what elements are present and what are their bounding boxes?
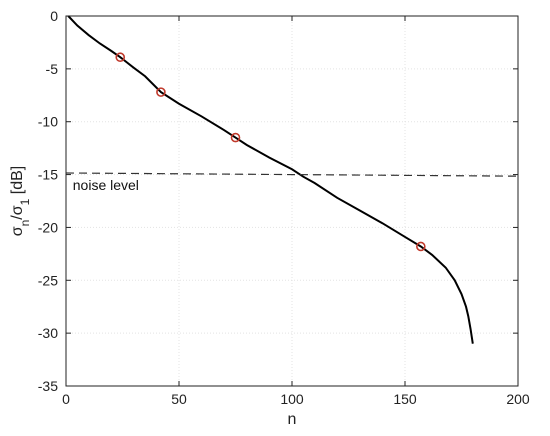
grid <box>65 15 519 387</box>
series-layer <box>65 15 519 344</box>
tick-labels: 0 50 100 150 200 0 -5 -10 -15 -20 -25 -30 -35 <box>38 8 530 407</box>
y-tick-label: -15 <box>38 167 58 183</box>
noise-level-line <box>65 172 519 177</box>
axes <box>65 15 519 387</box>
y-tick-label: 0 <box>50 8 58 24</box>
y-tick-label: -20 <box>38 219 58 235</box>
y-tick-label: -10 <box>38 114 58 130</box>
data-marker <box>416 241 426 252</box>
x-axis-label: n <box>288 411 297 428</box>
x-tick-label: 50 <box>171 391 187 407</box>
y-axis-label-sigma-n: σ <box>9 226 26 236</box>
y-tick-label: -35 <box>38 378 58 394</box>
y-tick-label: -25 <box>38 272 58 288</box>
x-tick-label: 200 <box>506 391 530 407</box>
marker-layer <box>115 52 426 252</box>
singular-value-curve <box>67 15 474 344</box>
data-marker <box>115 52 126 63</box>
y-axis-label-sub-1: 1 <box>18 198 32 205</box>
x-tick-label: 150 <box>393 391 417 407</box>
y-axis-label-over-sigma: /σ <box>9 205 26 219</box>
y-axis-label: σn/σ1 [dB] <box>9 166 32 236</box>
y-axis-label-unit: [dB] <box>9 166 26 199</box>
plot-frame <box>65 15 519 387</box>
x-tick-label: 0 <box>62 391 70 407</box>
y-axis-label-sub-n: n <box>18 220 32 227</box>
data-marker <box>230 132 241 143</box>
data-marker <box>156 87 166 97</box>
y-tick-label: -30 <box>38 325 58 341</box>
x-tick-label: 100 <box>280 391 304 407</box>
annotation-noise-level: noise level <box>73 177 139 193</box>
y-tick-label: -5 <box>46 61 59 77</box>
